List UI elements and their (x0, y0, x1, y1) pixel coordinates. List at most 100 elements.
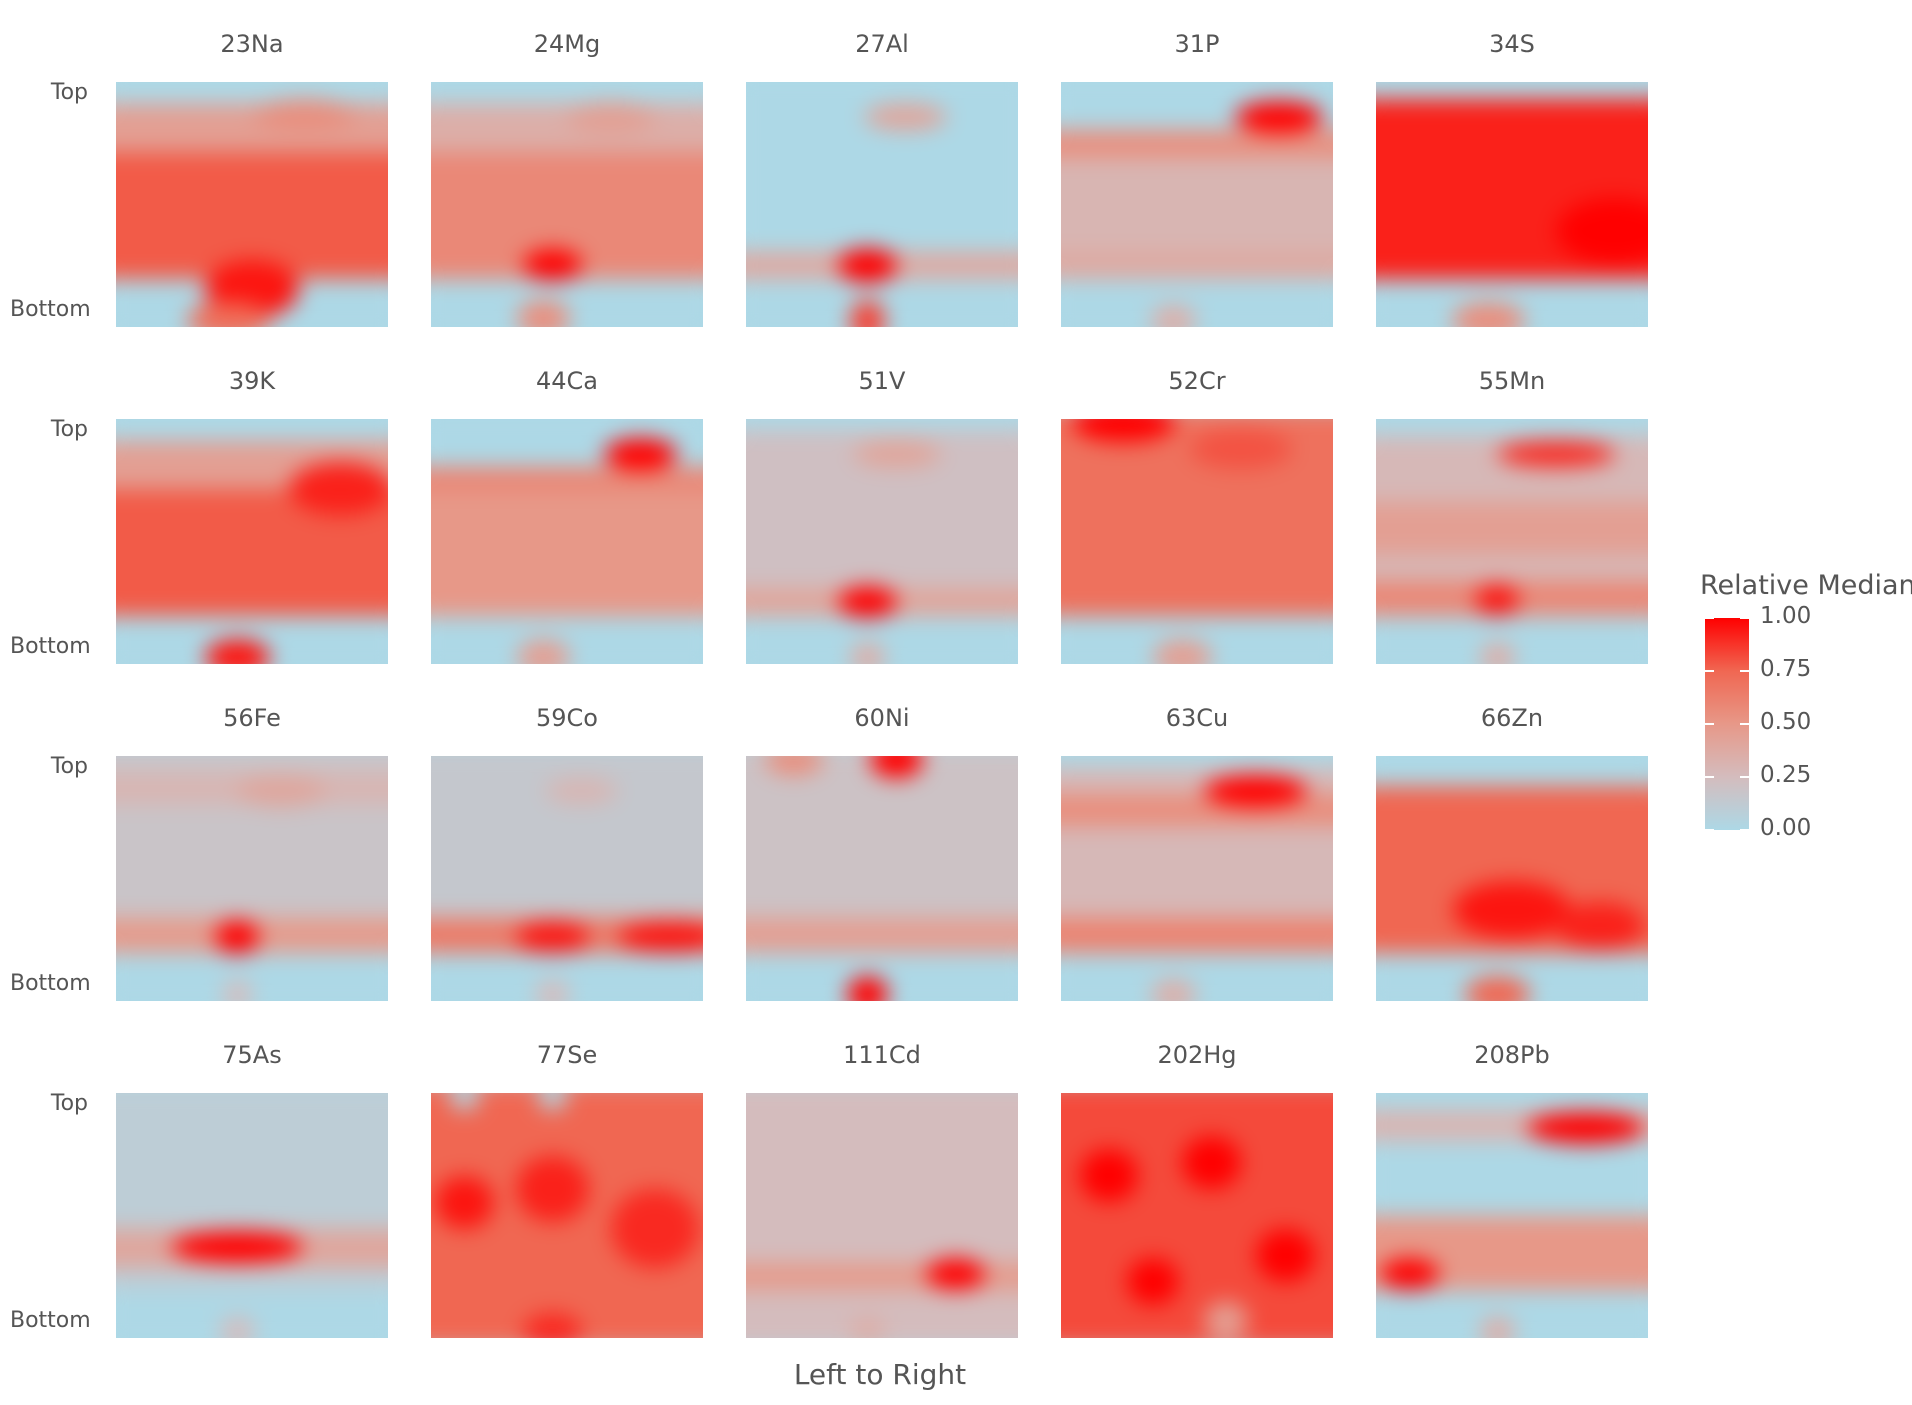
panel-title: 63Cu (1165, 704, 1229, 732)
heatmap-hotspot (603, 438, 678, 471)
color-legend: Relative Median 1.00 0.75 0.50 0.25 0.00 (1700, 570, 1912, 860)
heatmap-surface (116, 756, 388, 1001)
heatmap-panel (1061, 82, 1333, 327)
legend-tick-mark (1740, 723, 1749, 725)
heatmap-hotspot (522, 1313, 582, 1338)
legend-tick-mark (1705, 670, 1714, 672)
heatmap-panel (746, 82, 1018, 327)
heatmap-hotspot (522, 249, 582, 282)
heatmap-hotspot (1204, 1301, 1249, 1338)
heatmap-panel (1061, 419, 1333, 664)
legend-tick-mark (1740, 617, 1749, 619)
heatmap-hotspot (187, 302, 270, 327)
heatmap-hotspot (1379, 1257, 1439, 1290)
heatmap-surface (116, 82, 388, 327)
heatmap-band (1061, 130, 1333, 157)
heatmap-hotspot (849, 299, 885, 327)
legend-tick-label: 0.50 (1760, 709, 1812, 735)
panel-title: 23Na (220, 30, 284, 58)
heatmap-surface (746, 419, 1018, 664)
panel-title: 208Pb (1474, 1041, 1550, 1069)
heatmap-hotspot (618, 920, 703, 953)
y-tick-label-top: Top (50, 754, 88, 779)
heatmap-hotspot (1151, 979, 1196, 1001)
heatmap-band (431, 488, 703, 616)
heatmap-hotspot (1126, 1257, 1180, 1306)
panel-title: 34S (1489, 30, 1535, 58)
heatmap-surface (746, 82, 1018, 327)
panel-title: 51V (858, 367, 906, 395)
heatmap-hotspot (1204, 775, 1308, 808)
heatmap-hotspot (1189, 429, 1293, 469)
heatmap-panel (1376, 82, 1648, 327)
heatmap-hotspot (253, 98, 357, 131)
panel-title: 52Cr (1168, 367, 1226, 395)
heatmap-band (1061, 1093, 1333, 1338)
heatmap-hotspot (1556, 902, 1645, 950)
heatmap-surface (1061, 756, 1333, 1001)
heatmap-panel (431, 1093, 703, 1338)
panel-title: 31P (1174, 30, 1220, 58)
heatmap-hotspot (222, 979, 252, 1001)
legend-tick-mark (1705, 776, 1714, 778)
heatmap-surface (431, 1093, 703, 1338)
heatmap-hotspot (237, 775, 326, 808)
panel-title: 56Fe (223, 704, 281, 732)
heatmap-hotspot (1556, 197, 1648, 265)
y-tick-label-top: Top (50, 1091, 88, 1116)
heatmap-hotspot (534, 979, 570, 1001)
panel-title: 202Hg (1157, 1041, 1237, 1069)
y-tick-label-top: Top (50, 417, 88, 442)
heatmap-panel (116, 82, 388, 327)
heatmap-surface (1061, 419, 1333, 664)
heatmap-surface (746, 1093, 1018, 1338)
heatmap-surface (431, 419, 703, 664)
panel-title: 27Al (855, 30, 909, 58)
heatmap-hotspot (1479, 642, 1515, 664)
heatmap-hotspot (1182, 1136, 1242, 1190)
heatmap-panel (116, 419, 388, 664)
heatmap-panel (746, 419, 1018, 664)
heatmap-surface (431, 82, 703, 327)
heatmap-panel (1061, 756, 1333, 1001)
panel-title: 77Se (536, 1041, 598, 1069)
heatmap-hotspot (849, 1316, 885, 1338)
legend-tick-mark (1705, 617, 1714, 619)
heatmap-hotspot (1465, 976, 1530, 1001)
panel-title: 75As (222, 1041, 282, 1069)
heatmap-band (746, 1093, 1018, 1338)
heatmap-hotspot (544, 777, 619, 805)
heatmap-hotspot (567, 101, 656, 134)
heatmap-surface (1376, 756, 1648, 1001)
heatmap-hotspot (611, 1189, 700, 1269)
heatmap-hotspot (288, 462, 388, 516)
heatmap-hotspot (515, 920, 590, 953)
heatmap-panel (431, 419, 703, 664)
panel-title: 60Ni (854, 704, 910, 732)
heatmap-surface (1376, 1093, 1648, 1338)
heatmap-hotspot (837, 586, 897, 619)
y-tick-label-bottom: Bottom (10, 971, 91, 996)
heatmap-hotspot (515, 1155, 590, 1223)
panel-title: 66Zn (1480, 704, 1544, 732)
heatmap-band (1376, 501, 1648, 555)
heatmap-hotspot (517, 299, 570, 327)
heatmap-surface (116, 1093, 388, 1338)
heatmap-panel (116, 1093, 388, 1338)
heatmap-surface (1376, 419, 1648, 664)
heatmap-panel (116, 756, 388, 1001)
heatmap-surface (1061, 82, 1333, 327)
heatmap-hotspot (764, 756, 824, 776)
heatmap-hotspot (449, 1093, 479, 1110)
heatmap-surface (746, 756, 1018, 1001)
heatmap-hotspot (926, 1257, 985, 1290)
heatmap-surface (116, 419, 388, 664)
legend-tick-label: 1.00 (1760, 603, 1812, 629)
legend-tick-mark (1740, 670, 1749, 672)
heatmap-panel (746, 1093, 1018, 1338)
heatmap-surface (431, 756, 703, 1001)
heatmap-band (746, 918, 1018, 953)
heatmap-panel (746, 756, 1018, 1001)
heatmap-band (1061, 252, 1333, 279)
